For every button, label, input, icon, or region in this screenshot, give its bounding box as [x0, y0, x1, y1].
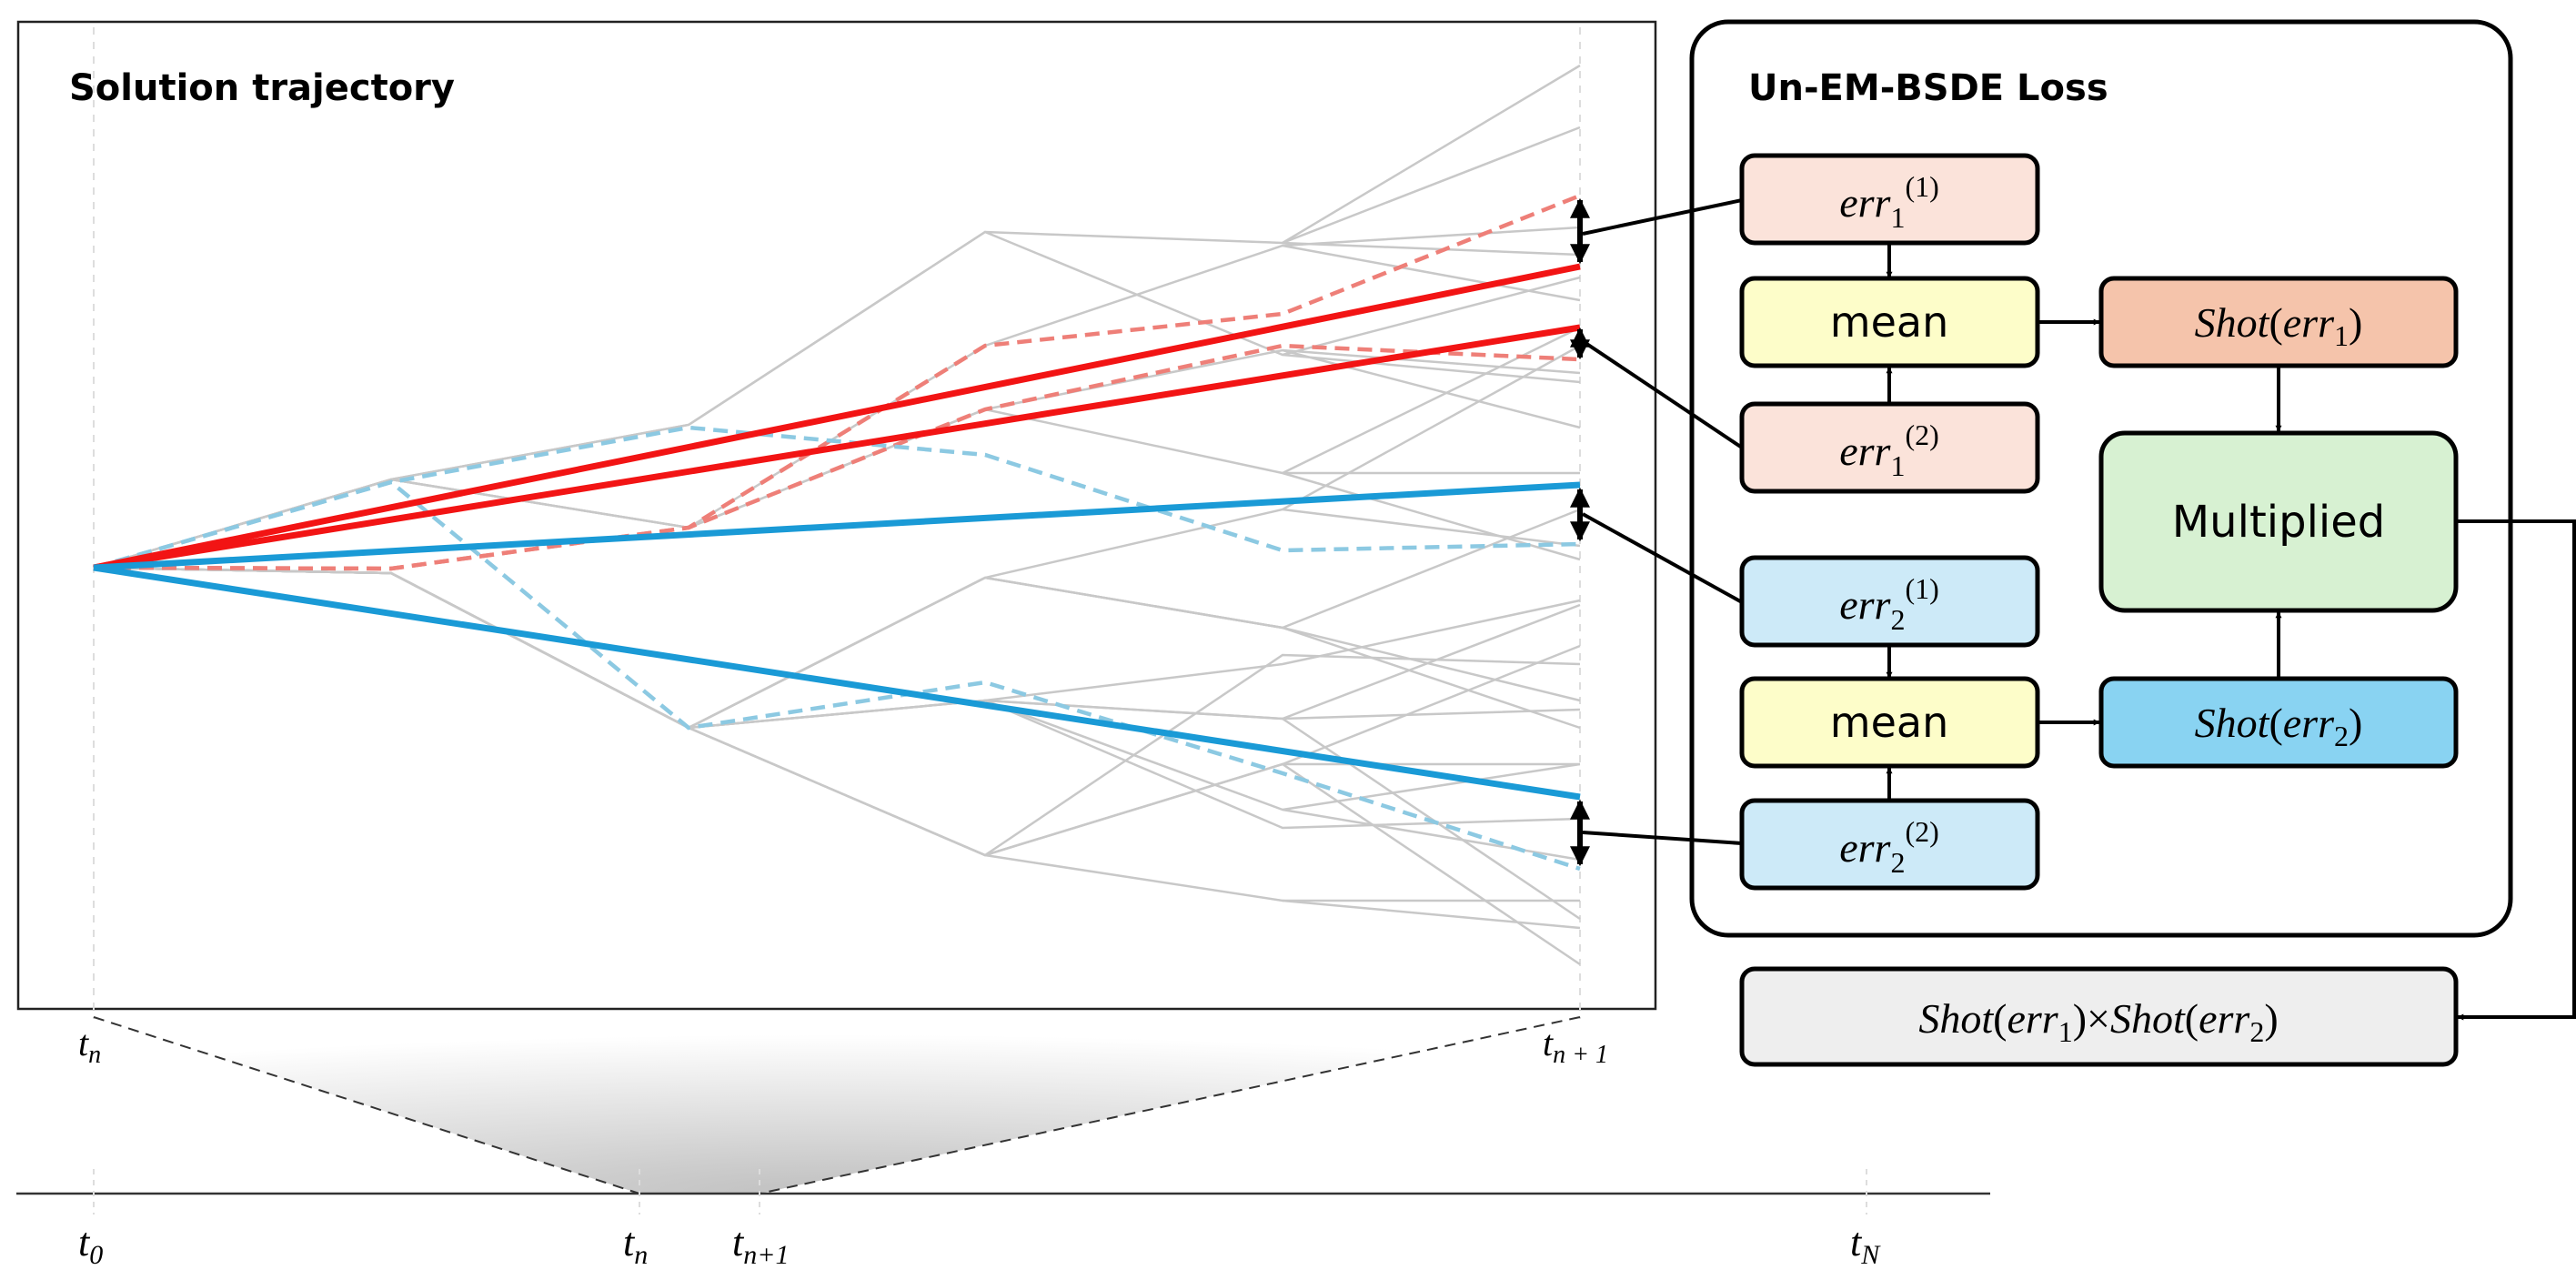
blue-dashed-path: [93, 479, 1581, 872]
gray-path: [1282, 899, 1581, 930]
product-label: Shot(err1)×Shot(err2): [1918, 995, 2278, 1048]
gray-path: [1282, 808, 1581, 862]
gray-path: [1282, 276, 1581, 357]
gray-path: [1282, 241, 1581, 257]
mean-label-2: mean: [1830, 698, 1948, 747]
connector: [1582, 831, 1743, 845]
connector: [1582, 198, 1743, 236]
zoom-funnel: [94, 1017, 1580, 1194]
lower-label-t0: t0: [78, 1220, 103, 1270]
lower-label-tn1: tn+1: [732, 1220, 789, 1270]
err2-sample1-label: err2(1): [1839, 572, 1939, 636]
gray-sample-paths: [93, 64, 1581, 966]
gray-path: [1282, 126, 1581, 245]
lower-label-tN: tN: [1850, 1220, 1881, 1270]
gray-path: [1282, 508, 1581, 548]
gray-path: [93, 566, 1580, 902]
blue-solid-path: [93, 564, 1581, 801]
red-dashed-paths: [93, 193, 1581, 571]
gray-path: [984, 653, 1581, 857]
connector: [1581, 339, 1744, 449]
mean-label-1: mean: [1830, 297, 1948, 347]
blue-solid-path: [93, 481, 1581, 571]
shot1-label: Shot(err1): [2195, 299, 2363, 352]
zoom-line-right: [759, 1016, 1581, 1194]
blue-dashed-paths: [93, 425, 1581, 872]
upper-label-tn: tn: [78, 1023, 101, 1069]
err1-sample1-label: err1(1): [1839, 170, 1939, 234]
output-arrow: [2456, 519, 2576, 1021]
upper-label-tn1: tn + 1: [1543, 1023, 1608, 1069]
lower-label-tn: tn: [623, 1220, 648, 1270]
zoom-line-left: [93, 1016, 640, 1194]
gray-path: [1282, 326, 1581, 475]
gray-path: [984, 699, 1581, 830]
red-dashed-path: [93, 193, 1581, 571]
shot2-label: Shot(err2): [2195, 700, 2363, 752]
gray-path: [1282, 348, 1581, 429]
solid-paths: [93, 263, 1581, 801]
product-box: [1739, 966, 2459, 1067]
red-dashed-path: [93, 343, 1581, 571]
trajectory-panel: [16, 20, 1657, 1011]
connector: [1582, 512, 1743, 604]
red-solid-path: [93, 324, 1581, 571]
err1-sample2-label: err1(2): [1839, 418, 1939, 482]
gray-path: [984, 599, 1581, 702]
time-axis-guides: [93, 1169, 1867, 1214]
trajectory-panel-title: Solution trajectory: [69, 67, 455, 109]
flow-arrows: [1886, 243, 2576, 1021]
red-solid-path: [93, 263, 1581, 571]
gray-path: [1282, 603, 1581, 721]
err2-sample2-label: err2(2): [1839, 815, 1939, 879]
error-connectors: [1581, 198, 1744, 845]
multiplied-label: Multiplied: [2172, 497, 2385, 548]
loss-panel-title: Un-EM-BSDE Loss: [1748, 67, 2108, 109]
